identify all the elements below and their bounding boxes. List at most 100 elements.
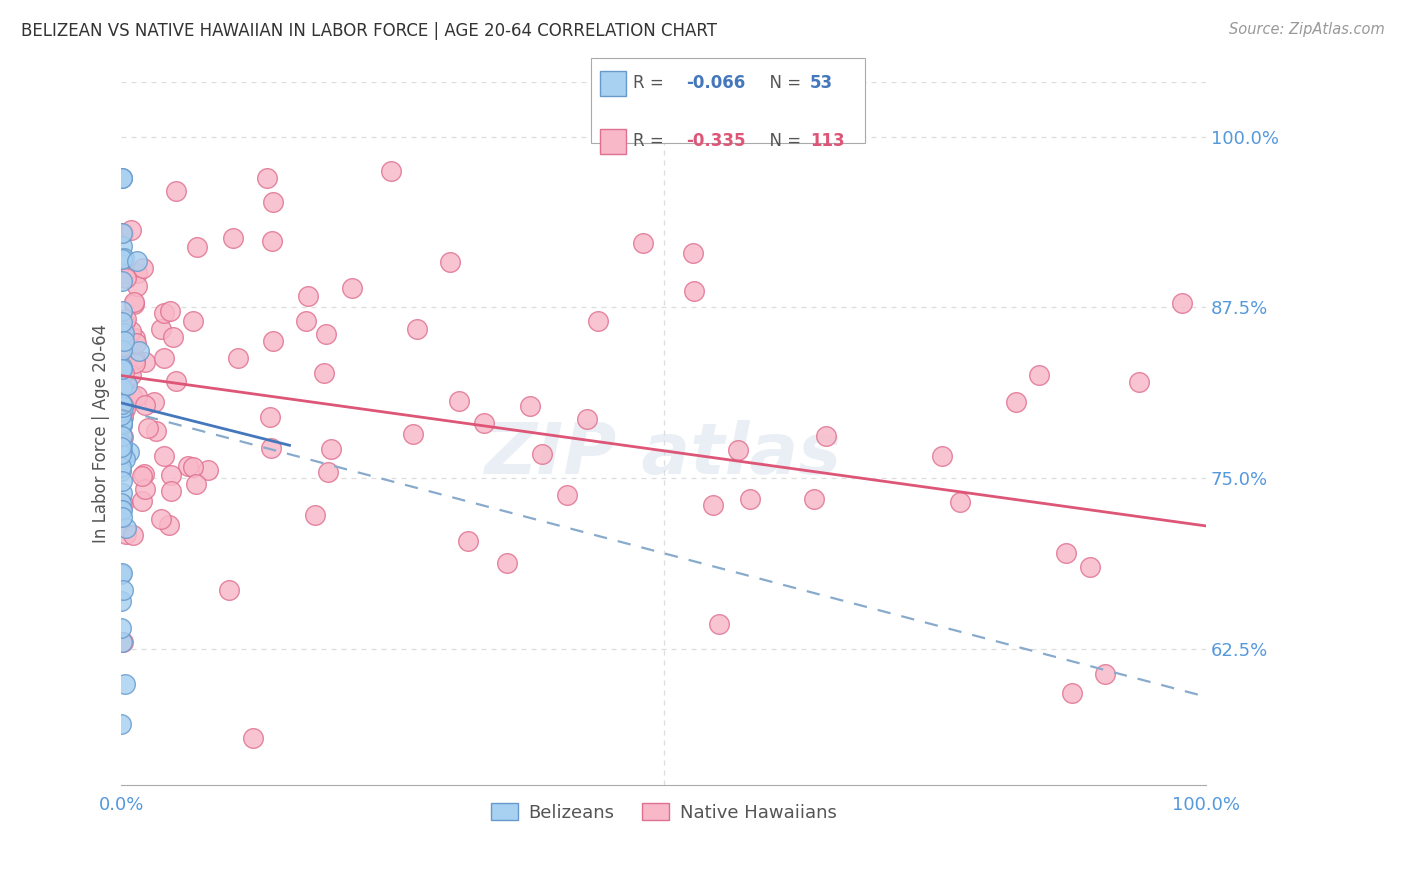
Point [319,442,342,456]
Point [297,289,319,303]
Point [110,437,132,451]
Point [131,493,153,508]
Point [160,468,183,483]
Point [111,226,134,240]
Point [312,366,335,380]
Text: 53: 53 [810,74,832,92]
Point [112,377,135,392]
Point [114,316,136,330]
Point [111,328,134,343]
Point [447,393,470,408]
Point [260,441,283,455]
Point [111,252,134,267]
Point [132,260,155,275]
Point [295,314,318,328]
Point [110,400,132,414]
Text: -0.066: -0.066 [686,74,745,92]
Point [111,226,134,240]
Point [115,378,138,392]
Point [262,234,284,248]
Point [111,444,134,458]
Point [110,447,132,461]
Point [124,351,146,366]
Point [931,449,953,463]
Point [111,635,134,649]
Point [110,404,132,418]
Point [259,409,281,424]
Point [112,251,135,265]
Point [159,304,181,318]
Point [709,617,731,632]
Point [1054,546,1077,560]
Point [262,194,284,209]
Point [218,583,240,598]
Point [120,223,142,237]
Point [197,463,219,477]
Point [114,677,136,691]
Point [222,230,245,244]
Point [530,447,553,461]
Legend: Belizeans, Native Hawaiians: Belizeans, Native Hawaiians [484,796,844,830]
Point [127,389,149,403]
Point [110,362,132,376]
Point [112,343,135,357]
Point [111,417,134,431]
Point [125,254,148,268]
Point [110,396,132,410]
Point [128,343,150,358]
Point [1060,686,1083,700]
Point [122,295,145,310]
Point [111,398,134,412]
Point [110,621,132,635]
Point [304,508,326,522]
Point [122,297,145,311]
Point [380,164,402,178]
Point [110,502,132,516]
Point [181,314,204,328]
Point [1171,295,1194,310]
Point [316,465,339,479]
Point [153,306,176,320]
Point [177,458,200,473]
Point [457,534,479,549]
Point [114,402,136,417]
Text: Source: ZipAtlas.com: Source: ZipAtlas.com [1229,22,1385,37]
Point [111,407,134,421]
Point [682,246,704,260]
Point [111,170,134,185]
Point [315,327,337,342]
Point [160,484,183,499]
Point [111,170,134,185]
Point [110,401,132,416]
Point [226,351,249,365]
Point [165,184,187,198]
Point [110,594,132,608]
Text: -0.335: -0.335 [686,132,745,150]
Point [114,451,136,466]
Point [111,503,134,517]
Point [262,334,284,348]
Text: ■: ■ [602,71,619,89]
Point [633,235,655,250]
Point [576,412,599,426]
Point [1094,666,1116,681]
Text: R =: R = [633,132,669,150]
Point [112,400,135,414]
Point [110,408,132,422]
Point [115,521,138,535]
Point [519,399,541,413]
Point [114,394,136,409]
Text: 113: 113 [810,132,845,150]
Point [110,418,132,433]
Point [114,270,136,285]
Point [555,487,578,501]
Point [112,326,135,341]
Point [110,429,132,443]
Point [110,304,132,318]
Point [115,312,138,326]
Point [120,324,142,338]
Point [112,366,135,380]
Point [124,330,146,344]
Point [111,635,134,649]
Point [406,321,429,335]
